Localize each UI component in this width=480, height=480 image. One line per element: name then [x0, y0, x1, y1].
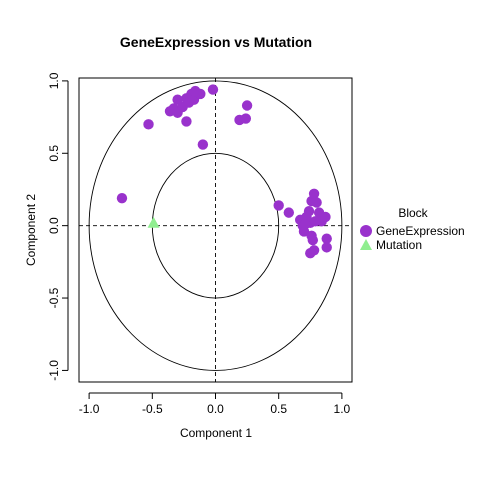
point-geneexpression [307, 234, 319, 246]
x-tick-label: 0.5 [270, 402, 287, 416]
legend-marker-mutation [360, 239, 372, 250]
point-geneexpression [197, 139, 209, 150]
x-axis-label: Component 1 [180, 426, 252, 440]
point-geneexpression [300, 219, 311, 230]
legend: Block GeneExpression Mutation [360, 206, 465, 252]
y-axis-label: Component 2 [24, 194, 38, 266]
point-geneexpression [240, 113, 252, 124]
point-geneexpression [172, 94, 183, 105]
point-geneexpression [308, 245, 320, 256]
y-tick-label: -1.0 [47, 360, 61, 381]
point-geneexpression [181, 116, 192, 127]
point-geneexpression [310, 216, 321, 227]
point-geneexpression [207, 84, 219, 95]
legend-marker-geneexpression [360, 225, 372, 237]
point-geneexpression [321, 242, 332, 253]
legend-label-geneexpression: GeneExpression [376, 224, 465, 238]
y-axis: -1.0 -0.5 0.0 0.5 1.0 [47, 72, 69, 381]
chart-title: GeneExpression vs Mutation [120, 34, 312, 50]
y-tick-label: -0.5 [47, 287, 61, 308]
point-geneexpression [308, 188, 320, 200]
x-tick-label: 0.0 [207, 402, 224, 416]
point-geneexpression [320, 211, 331, 223]
point-geneexpression [273, 200, 284, 211]
point-geneexpression [283, 207, 295, 218]
point-geneexpression [303, 205, 315, 217]
x-tick-label: -1.0 [79, 402, 100, 416]
reference-lines [79, 78, 352, 382]
legend-title: Block [398, 206, 428, 220]
point-mutation [147, 216, 160, 228]
point-geneexpression [241, 100, 253, 111]
x-tick-label: -0.5 [142, 402, 163, 416]
y-tick-label: 1.0 [47, 72, 61, 89]
x-tick-label: 1.0 [334, 402, 351, 416]
point-geneexpression [116, 192, 128, 204]
point-geneexpression [311, 197, 322, 208]
point-geneexpression [143, 119, 154, 130]
y-tick-label: 0.0 [47, 217, 61, 234]
point-geneexpression [321, 233, 332, 244]
x-axis: -1.0 -0.5 0.0 0.5 1.0 [79, 392, 351, 416]
y-tick-label: 0.5 [47, 145, 61, 162]
data-points [116, 84, 332, 259]
legend-label-mutation: Mutation [376, 238, 422, 252]
point-geneexpression [195, 88, 206, 100]
